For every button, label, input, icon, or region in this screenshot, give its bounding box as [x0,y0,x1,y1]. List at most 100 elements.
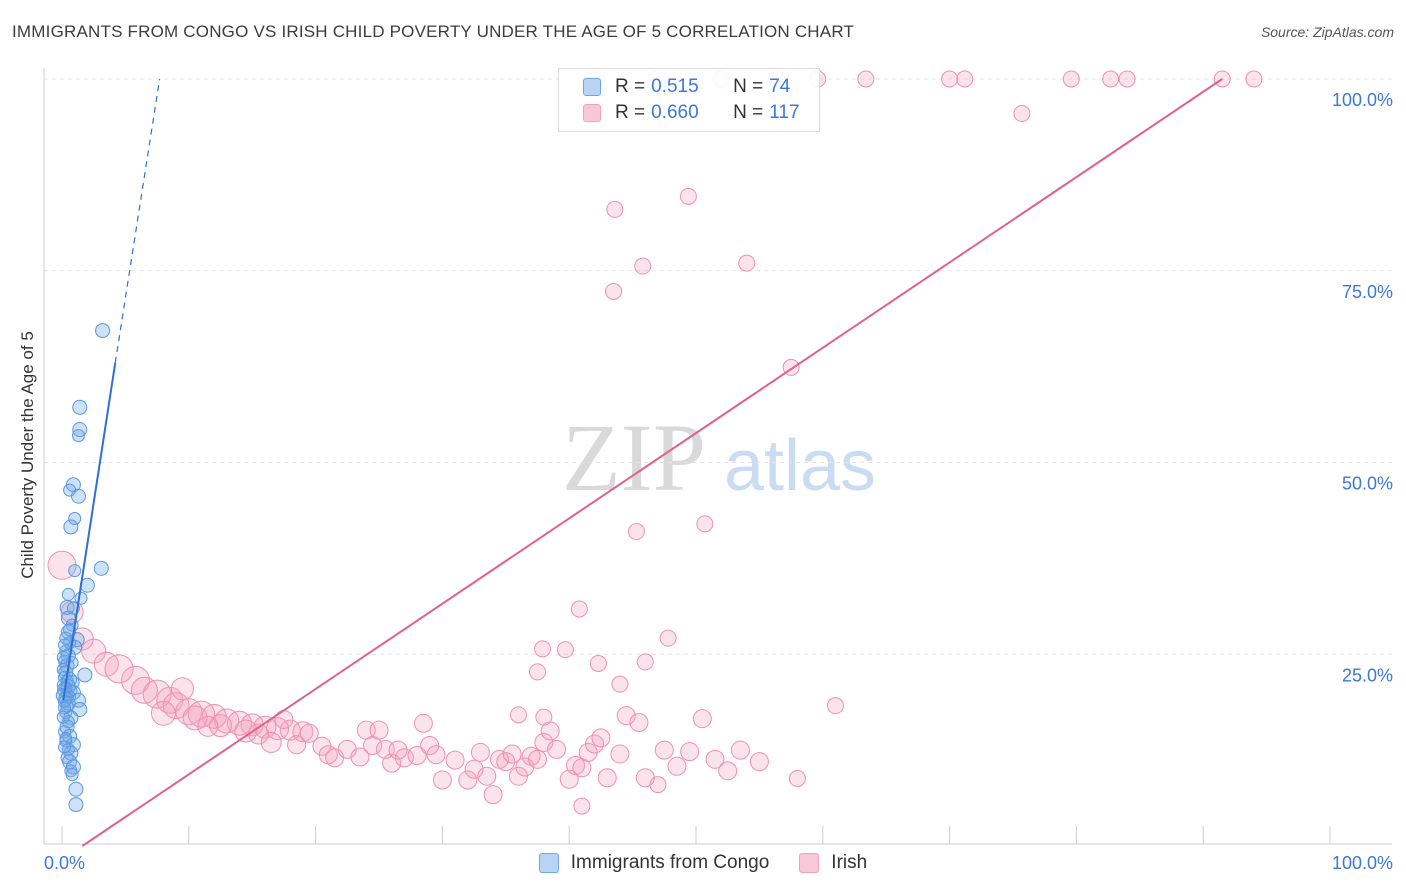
legend-n-label: N = [733,76,764,97]
legend-row-congo: R = 0.515 N = 74 [583,75,790,99]
irish-point [1245,70,1263,88]
irish-point [162,692,190,720]
watermark-zip: ZIP [562,404,706,511]
irish-point [738,254,756,272]
congo-point [93,560,109,576]
congo-point [58,740,72,754]
irish-point [420,736,440,756]
congo-trend-line [62,362,117,701]
legend-n-label: N = [733,102,764,123]
irish-point [1062,70,1080,88]
irish-point [187,700,215,728]
irish-point [299,723,319,743]
congo-point [63,623,77,637]
irish-point [227,710,253,736]
y-tick-label: 25.0% [1342,665,1393,685]
congo-point [68,511,82,525]
irish-swatch [583,104,601,122]
irish-point [635,768,655,788]
irish-point [432,770,452,790]
legend-r-label: R = [615,102,646,123]
irish-point [696,515,714,533]
irish-point [496,752,516,772]
irish-point [287,735,307,755]
irish-point [260,731,282,753]
congo-point [68,564,82,578]
x-tick-label-min: 0.0% [44,853,85,873]
irish-point [606,200,624,218]
irish-point [130,676,158,704]
legend-item-congo[interactable]: Immigrants from Congo [538,852,769,874]
irish-point [150,700,176,726]
irish-point [413,713,433,733]
watermark-atlas: atlas [724,426,876,506]
irish-point [679,187,697,205]
congo-point [95,323,111,339]
correlation-legend: R = 0.515 N = 74 R = 0.660 N = 117 [558,68,820,132]
congo-point [71,429,85,443]
legend-r-label: R = [615,76,646,97]
irish-point [528,749,547,769]
congo-point [68,781,84,797]
irish-point [611,675,629,693]
irish-legend-swatch [799,853,820,873]
irish-point [1102,70,1120,88]
irish-point [692,709,712,729]
irish-point [483,785,503,805]
irish-point [445,750,465,770]
irish-point [540,721,560,741]
irish-point [597,768,617,788]
irish-point [508,766,528,786]
y-tick-label: 75.0% [1342,282,1393,302]
irish-point [93,651,119,677]
irish-point [941,70,959,88]
irish-point [629,713,649,733]
irish-point [1013,105,1031,123]
irish-point [556,641,574,659]
irish-point [234,719,258,743]
irish-point [589,654,607,672]
congo-n-value: 74 [769,76,791,97]
irish-point [605,282,623,300]
congo-point [72,399,88,415]
irish-point [659,629,677,647]
irish-point [749,752,769,772]
irish-r-value: 0.660 [651,102,699,123]
congo-point [58,638,72,652]
irish-point [591,728,611,748]
congo-point [77,667,93,683]
congo-r-value: 0.515 [651,76,699,97]
irish-point [104,654,134,684]
congo-point [65,768,79,782]
irish-point [718,761,738,781]
chart-title: IMMIGRANTS FROM CONGO VS IRISH CHILD POV… [12,22,855,41]
congo-point [68,797,84,813]
irish-point [680,742,700,762]
legend-row-irish: R = 0.660 N = 117 [583,101,800,125]
irish-point [654,740,674,760]
irish-point [509,706,527,724]
congo-swatch [583,78,601,96]
irish-point [529,663,546,681]
legend-item-irish[interactable]: Irish [799,852,867,874]
irish-point [502,744,522,764]
irish-point [730,740,750,760]
irish-point [182,705,208,731]
irish-legend-label: Irish [831,852,868,873]
irish-point [81,638,107,664]
irish-point [627,523,645,541]
irish-point [573,797,591,815]
irish-point [470,742,490,762]
irish-point [857,70,875,88]
congo-point [63,519,79,535]
congo-trend-extension [114,78,161,363]
series-legend: Immigrants from Congo Irish [0,852,1406,874]
irish-point [534,640,552,658]
congo-legend-swatch [538,853,559,873]
irish-point [788,770,806,788]
irish-point [826,697,844,715]
irish-point [477,766,497,786]
irish-point [426,745,446,765]
irish-trend-line [81,78,1223,847]
